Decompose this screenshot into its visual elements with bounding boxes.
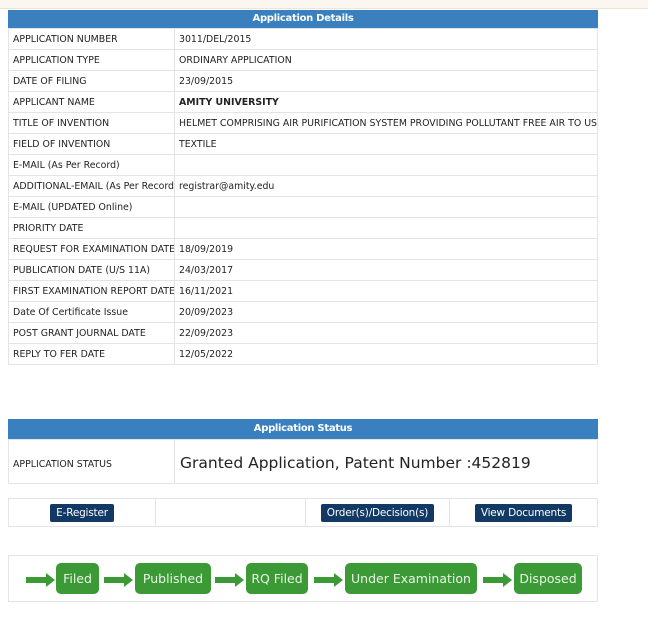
table-row: TITLE OF INVENTION HELMET COMPRISING AIR … [8,112,598,134]
progress-step-disposed: Disposed [514,563,582,594]
arrow-right-icon [215,573,244,587]
field-label: DATE OF FILING [8,70,175,92]
e-register-button[interactable]: E-Register [50,503,114,522]
table-row: DATE OF FILING 23/09/2015 [8,70,598,92]
top-strip [0,0,648,9]
table-row: FIRST EXAMINATION REPORT DATE 16/11/2021 [8,280,598,302]
eregister-cell: E-Register [9,499,156,526]
view-documents-button[interactable]: View Documents [474,503,573,522]
progress-step-filed: Filed [56,563,99,594]
view-documents-cell: View Documents [450,499,597,526]
field-value: 23/09/2015 [174,70,598,92]
field-value [174,154,598,176]
application-status-label: APPLICATION STATUS [9,440,175,483]
field-value: registrar@amity.edu [174,175,598,197]
field-label: E-MAIL (As Per Record) [8,154,175,176]
progress-step-rq-filed: RQ Filed [246,563,308,594]
field-value [174,196,598,218]
field-value: 20/09/2023 [174,301,598,323]
table-row: APPLICATION TYPE ORDINARY APPLICATION [8,49,598,71]
field-value: 12/05/2022 [174,343,598,365]
field-label: APPLICATION TYPE [8,49,175,71]
field-label: POST GRANT JOURNAL DATE [8,322,175,344]
field-label: ADDITIONAL-EMAIL (As Per Record) [8,175,175,197]
application-details-header: Application Details [8,10,598,28]
empty-cell [156,499,306,526]
table-row: E-MAIL (As Per Record) [8,154,598,176]
field-label: Date Of Certificate Issue [8,301,175,323]
arrow-right-icon [314,573,343,587]
table-row: Date Of Certificate Issue 20/09/2023 [8,301,598,323]
field-value: AMITY UNIVERSITY [174,91,598,113]
field-value: TEXTILE [174,133,598,155]
table-row: PRIORITY DATE [8,217,598,239]
application-status-header: Application Status [8,419,598,439]
orders-decisions-button[interactable]: Order(s)/Decision(s) [320,503,435,522]
application-details-panel: Application Details APPLICATION NUMBER 30… [8,10,598,365]
arrow-right-icon [26,573,55,587]
progress-step-published: Published [135,563,211,594]
application-status-value: Granted Application, Patent Number :4528… [180,453,531,472]
field-label: APPLICANT NAME [8,91,175,113]
field-label: REQUEST FOR EXAMINATION DATE [8,238,175,260]
arrow-right-icon [104,573,133,587]
table-row: FIELD OF INVENTION TEXTILE [8,133,598,155]
field-value: 22/09/2023 [174,322,598,344]
application-progress-tracker: Filed Published RQ Filed Under Examinati… [8,555,598,602]
arrow-right-icon [483,573,512,587]
table-row: REQUEST FOR EXAMINATION DATE 18/09/2019 [8,238,598,260]
action-button-row: E-Register Order(s)/Decision(s) View Doc… [8,498,598,527]
progress-step-under-examination: Under Examination [345,563,477,594]
field-value: 3011/DEL/2015 [174,28,598,50]
table-row: POST GRANT JOURNAL DATE 22/09/2023 [8,322,598,344]
field-label: APPLICATION NUMBER [8,28,175,50]
table-row: APPLICATION NUMBER 3011/DEL/2015 [8,28,598,50]
application-status-row: APPLICATION STATUS Granted Application, … [8,439,598,484]
table-row: E-MAIL (UPDATED Online) [8,196,598,218]
field-label: REPLY TO FER DATE [8,343,175,365]
field-value: 16/11/2021 [174,280,598,302]
orders-cell: Order(s)/Decision(s) [306,499,450,526]
field-value: 24/03/2017 [174,259,598,281]
table-row: PUBLICATION DATE (U/S 11A) 24/03/2017 [8,259,598,281]
application-details-table: APPLICATION NUMBER 3011/DEL/2015 APPLICAT… [8,28,598,365]
field-value [174,217,598,239]
table-row: ADDITIONAL-EMAIL (As Per Record) registra… [8,175,598,197]
field-label: E-MAIL (UPDATED Online) [8,196,175,218]
field-label: PUBLICATION DATE (U/S 11A) [8,259,175,281]
field-label: FIRST EXAMINATION REPORT DATE [8,280,175,302]
table-row: APPLICANT NAME AMITY UNIVERSITY [8,91,598,113]
field-value: HELMET COMPRISING AIR PURIFICATION SYSTE… [174,112,598,134]
field-label: PRIORITY DATE [8,217,175,239]
field-value: ORDINARY APPLICATION [174,49,598,71]
table-row: REPLY TO FER DATE 12/05/2022 [8,343,598,365]
field-label: FIELD OF INVENTION [8,133,175,155]
field-label: TITLE OF INVENTION [8,112,175,134]
field-value: 18/09/2019 [174,238,598,260]
application-status-panel: Application Status [8,419,598,439]
